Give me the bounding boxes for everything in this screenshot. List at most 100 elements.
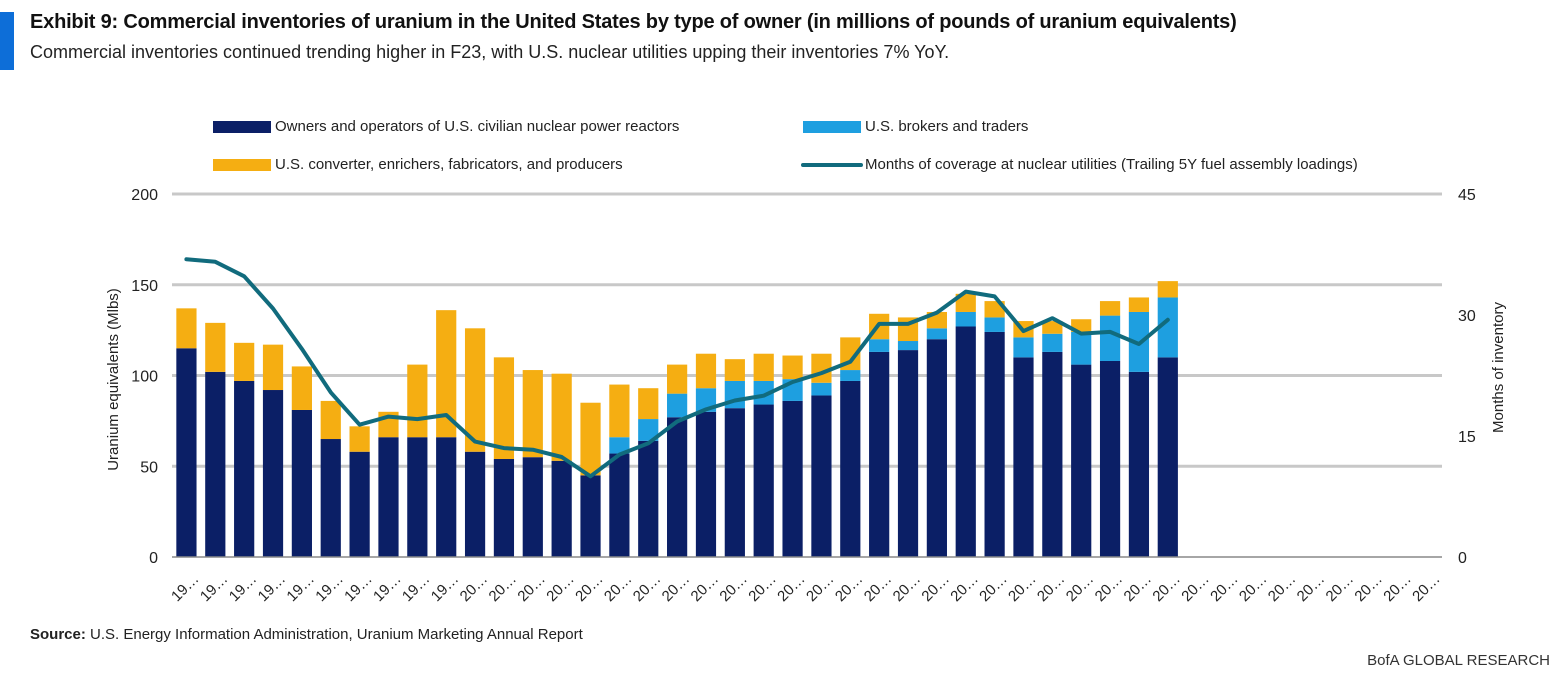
source-label: Source: (30, 626, 86, 643)
bar-owners (1128, 371, 1150, 557)
bar-owners (1071, 364, 1092, 557)
bar-brokers (1071, 331, 1092, 365)
bar-brokers (840, 370, 861, 381)
bar-owners (349, 451, 370, 557)
bar-brokers (897, 341, 919, 351)
brand-label: BofA GLOBAL RESEARCH (1367, 652, 1550, 669)
y-axis-title: Uranium equivalents (Mlbs) (105, 288, 122, 471)
x-tick-label: 20… (457, 571, 491, 605)
bar-brokers (753, 380, 774, 405)
x-tick-label: 20… (543, 571, 577, 605)
x-tick-label: 20… (1236, 571, 1270, 605)
bar-owners (667, 417, 688, 557)
bar-brokers (1099, 315, 1121, 361)
x-tick-label: 20… (1092, 571, 1126, 605)
legend-item-brokers: U.S. brokers and traders (803, 118, 1028, 135)
legend-swatch-brokers (803, 120, 861, 133)
bar-producers (176, 308, 197, 349)
bar-owners (436, 437, 457, 557)
x-tick-label: 20… (572, 571, 606, 605)
x-tick-label: 20… (1380, 571, 1414, 605)
legend: Owners and operators of U.S. civilian nu… (213, 118, 1443, 178)
bar-producers (638, 388, 659, 420)
x-tick-label: 19… (283, 571, 317, 605)
bar-producers (262, 344, 284, 391)
bar-brokers (955, 311, 976, 327)
bar-brokers (1157, 297, 1178, 358)
accent-bar (0, 12, 14, 70)
x-tick-label: 19… (226, 571, 260, 605)
chart-title: Exhibit 9: Commercial inventories of ura… (30, 11, 1237, 33)
bar-brokers (926, 328, 947, 340)
x-tick-label: 19… (341, 571, 375, 605)
bar-owners (840, 380, 861, 557)
legend-label-owners: Owners and operators of U.S. civilian nu… (275, 118, 680, 135)
bar-brokers (609, 437, 630, 454)
x-tick-label: 20… (947, 571, 981, 605)
x-tick-label: 19… (399, 571, 433, 605)
bar-brokers (984, 317, 1005, 332)
legend-label-coverage: Months of coverage at nuclear utilities … (865, 156, 1358, 173)
x-tick-label: 19… (168, 571, 202, 605)
bar-producers (291, 366, 312, 410)
bar-producers (609, 384, 630, 438)
bar-producers (320, 400, 341, 440)
x-tick-label: 20… (514, 571, 548, 605)
bar-producers (234, 342, 255, 381)
y2-tick-label: 45 (1458, 187, 1476, 204)
bar-producers (724, 359, 745, 381)
bar-owners (320, 439, 341, 557)
legend-item-producers: U.S. converter, enrichers, fabricators, … (213, 156, 623, 173)
x-tick-label: 20… (745, 571, 779, 605)
bar-producers (753, 353, 774, 381)
bar-producers (580, 402, 601, 476)
x-tick-label: 20… (601, 571, 635, 605)
bar-owners (1013, 357, 1034, 557)
bar-owners (580, 475, 601, 557)
x-tick-label: 20… (486, 571, 520, 605)
x-tick-label: 20… (1063, 571, 1097, 605)
bar-owners (176, 348, 197, 557)
legend-label-brokers: U.S. brokers and traders (865, 118, 1029, 135)
bar-owners (695, 411, 717, 557)
bar-owners (493, 458, 515, 557)
x-tick-label: 20… (1121, 571, 1155, 605)
x-tick-label: 20… (1034, 571, 1068, 605)
legend-swatch-coverage (801, 162, 863, 167)
bar-brokers (667, 393, 688, 418)
bar-producers (493, 357, 515, 459)
x-tick-label: 20… (1351, 571, 1385, 605)
bar-owners (1157, 357, 1178, 557)
legend-swatch-owners (213, 120, 271, 133)
bar-owners (378, 437, 399, 557)
x-tick-label: 19… (312, 571, 346, 605)
x-tick-label: 20… (1323, 571, 1357, 605)
bar-brokers (869, 339, 890, 352)
y2-tick-label: 15 (1458, 429, 1476, 446)
x-tick-label: 19… (255, 571, 289, 605)
bar-producers (551, 373, 572, 461)
bar-owners (753, 404, 774, 557)
bar-producers (436, 310, 457, 438)
bar-owners (551, 460, 572, 557)
bar-producers (1128, 297, 1150, 312)
bar-owners (291, 409, 312, 557)
y-tick-label: 50 (140, 459, 158, 476)
bar-owners (262, 390, 284, 557)
bar-producers (955, 293, 976, 312)
bar-brokers (1042, 333, 1063, 352)
x-tick-label: 20… (630, 571, 664, 605)
bar-owners (407, 437, 428, 557)
bar-owners (638, 440, 659, 557)
x-tick-label: 20… (976, 571, 1010, 605)
bar-producers (205, 322, 226, 372)
x-tick-label: 20… (861, 571, 895, 605)
y-tick-label: 150 (131, 278, 158, 295)
y-tick-label: 200 (131, 187, 158, 204)
bar-producers (782, 355, 803, 380)
x-tick-label: 19… (197, 571, 231, 605)
bar-owners (464, 451, 486, 557)
y2-tick-label: 0 (1458, 550, 1467, 567)
bar-owners (522, 457, 543, 557)
x-tick-label: 20… (1294, 571, 1328, 605)
